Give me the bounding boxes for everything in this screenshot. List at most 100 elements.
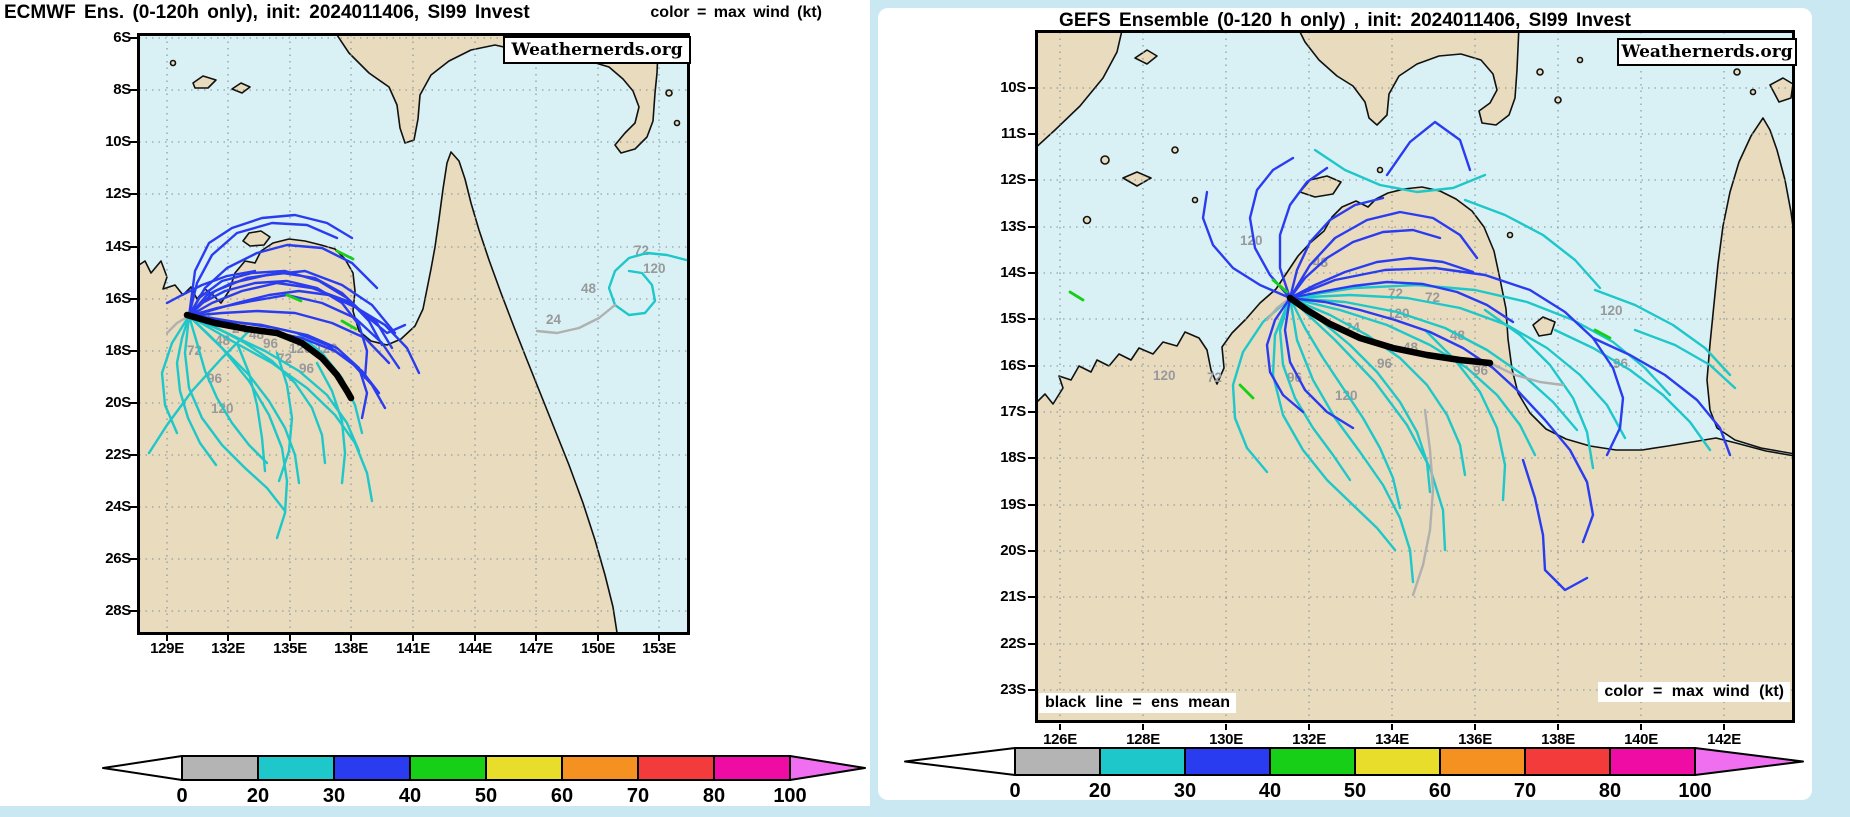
ensemble-member-track: [187, 271, 407, 335]
lon-tick-mark: [289, 635, 291, 641]
hour-label: 120: [1153, 368, 1176, 383]
lon-tick-mark: [1723, 724, 1725, 730]
hour-label: 96: [1287, 370, 1303, 385]
lat-tick-mark: [130, 610, 137, 612]
colorbar-label: 70: [1514, 780, 1536, 800]
colorbar-segment: [637, 755, 715, 781]
ensemble-tracks: [147, 213, 690, 540]
hour-label: 48: [581, 281, 597, 296]
ensemble-mean-track: [183, 311, 355, 402]
lon-tick-mark: [597, 635, 599, 641]
lon-tick-mark: [474, 635, 476, 641]
lat-tick-mark: [130, 141, 137, 143]
ensemble-member-track: [1411, 408, 1435, 597]
lon-tick-mark: [350, 635, 352, 641]
lat-tick-label: 11S: [1001, 125, 1026, 142]
ensemble-member-track: [1385, 120, 1472, 177]
lat-tick-label: 6S: [113, 29, 131, 46]
colorbar-label: 100: [773, 785, 806, 807]
legend-color-note: color = max wind (kt): [1598, 682, 1790, 702]
ecmwf-colorbar: 0 20 30 40 50 60 70 80 100: [102, 755, 866, 807]
colorbar-segment: [1524, 747, 1611, 776]
lat-tick-label: 14S: [105, 238, 131, 255]
lon-tick-label: 144E: [458, 640, 492, 657]
ecmwf-map: 24 48 72 24 48 96 120 120 72 96 96 120 72 120 48 24 Wea…: [137, 33, 691, 635]
lon-tick-mark: [1640, 724, 1642, 730]
lat-tick-mark: [130, 193, 137, 195]
lon-tick-mark: [1059, 724, 1061, 730]
ecmwf-panel: ECMWF Ens. (0-120h only), init: 20240114…: [0, 0, 870, 807]
lat-tick-label: 10S: [105, 133, 131, 150]
ensemble-member-track: [1288, 296, 1467, 477]
colorbar-label: 60: [551, 785, 573, 807]
lat-tick-mark: [130, 558, 137, 560]
watermark-box: Weathernerds.org: [1617, 38, 1797, 66]
lon-tick-label: 126E: [1043, 731, 1077, 748]
colorbar-segment: [485, 755, 563, 781]
colorbar-label: 50: [475, 785, 497, 807]
lon-tick-mark: [1225, 724, 1227, 730]
lat-tick-label: 22S: [105, 446, 131, 463]
lat-tick-mark: [1028, 318, 1035, 320]
colorbar-segment: [1099, 747, 1186, 776]
lon-tick-label: 153E: [642, 640, 676, 657]
ensemble-member-track: [1288, 296, 1415, 584]
lat-tick-label: 16S: [1000, 357, 1026, 374]
lon-tick-mark: [1557, 724, 1559, 730]
colorbar-label: 30: [1174, 780, 1196, 800]
lat-tick-mark: [1028, 411, 1035, 413]
colorbar-segment: [1014, 747, 1101, 776]
colorbar-label: 100: [1678, 780, 1711, 800]
ensemble-member-track: [1423, 328, 1507, 502]
legend-black-line: black line = ens mean: [1039, 693, 1236, 713]
ensemble-member-track: [1231, 296, 1292, 474]
colorbar-segment: [333, 755, 411, 781]
lon-tick-mark: [227, 635, 229, 641]
lat-tick-mark: [130, 246, 137, 248]
ensemble-member-track: [1278, 166, 1329, 300]
lon-tick-label: 130E: [1209, 731, 1243, 748]
hour-label: 96: [1377, 356, 1393, 371]
ensemble-member-track: [187, 309, 391, 365]
lat-tick-label: 23S: [1000, 681, 1026, 698]
lat-tick-label: 18S: [1000, 449, 1026, 466]
lat-tick-label: 14S: [1000, 264, 1026, 281]
colorbar-segment: [1354, 747, 1441, 776]
hour-label: 72: [1207, 370, 1222, 385]
hour-label: 120: [1600, 303, 1623, 318]
lon-tick-mark: [1308, 724, 1310, 730]
lat-tick-label: 28S: [105, 602, 131, 619]
hour-label: 96: [263, 336, 279, 351]
lon-tick-label: 132E: [211, 640, 245, 657]
lat-tick-label: 18S: [105, 342, 131, 359]
colorbar-label: 40: [1259, 780, 1281, 800]
ensemble-member-track: [147, 326, 254, 455]
colorbar-left-arrow: [102, 755, 183, 781]
colorbar-label: 0: [1009, 780, 1020, 800]
ensemble-member-track: [1463, 198, 1602, 290]
lat-tick-mark: [1028, 504, 1035, 506]
colorbar-segment: [181, 755, 259, 781]
ensemble-member-track: [1633, 328, 1737, 390]
lat-tick-mark: [1028, 596, 1035, 598]
hour-label: 120: [643, 261, 666, 276]
ensemble-member-track: [335, 249, 355, 261]
ensemble-member-track: [315, 361, 347, 485]
lat-tick-label: 16S: [105, 290, 131, 307]
ensemble-member-track: [187, 314, 289, 540]
landmasses: [1035, 30, 1795, 723]
colorbar-right-arrow: [789, 755, 866, 781]
lon-tick-mark: [1391, 724, 1393, 730]
gefs-panel: GEFS Ensemble (0-120 h only) , init: 202…: [878, 8, 1812, 800]
ensemble-member-track: [187, 279, 369, 380]
lon-tick-mark: [535, 635, 537, 641]
lat-tick-mark: [1028, 133, 1035, 135]
ensemble-member-track: [1265, 296, 1305, 414]
ensemble-member-track: [187, 221, 339, 318]
colorbar-segment: [1184, 747, 1271, 776]
colorbar-left-arrow: [904, 747, 1016, 776]
ensemble-member-track: [1488, 361, 1565, 387]
lon-tick-label: 138E: [334, 640, 368, 657]
lon-tick-label: 128E: [1126, 731, 1160, 748]
